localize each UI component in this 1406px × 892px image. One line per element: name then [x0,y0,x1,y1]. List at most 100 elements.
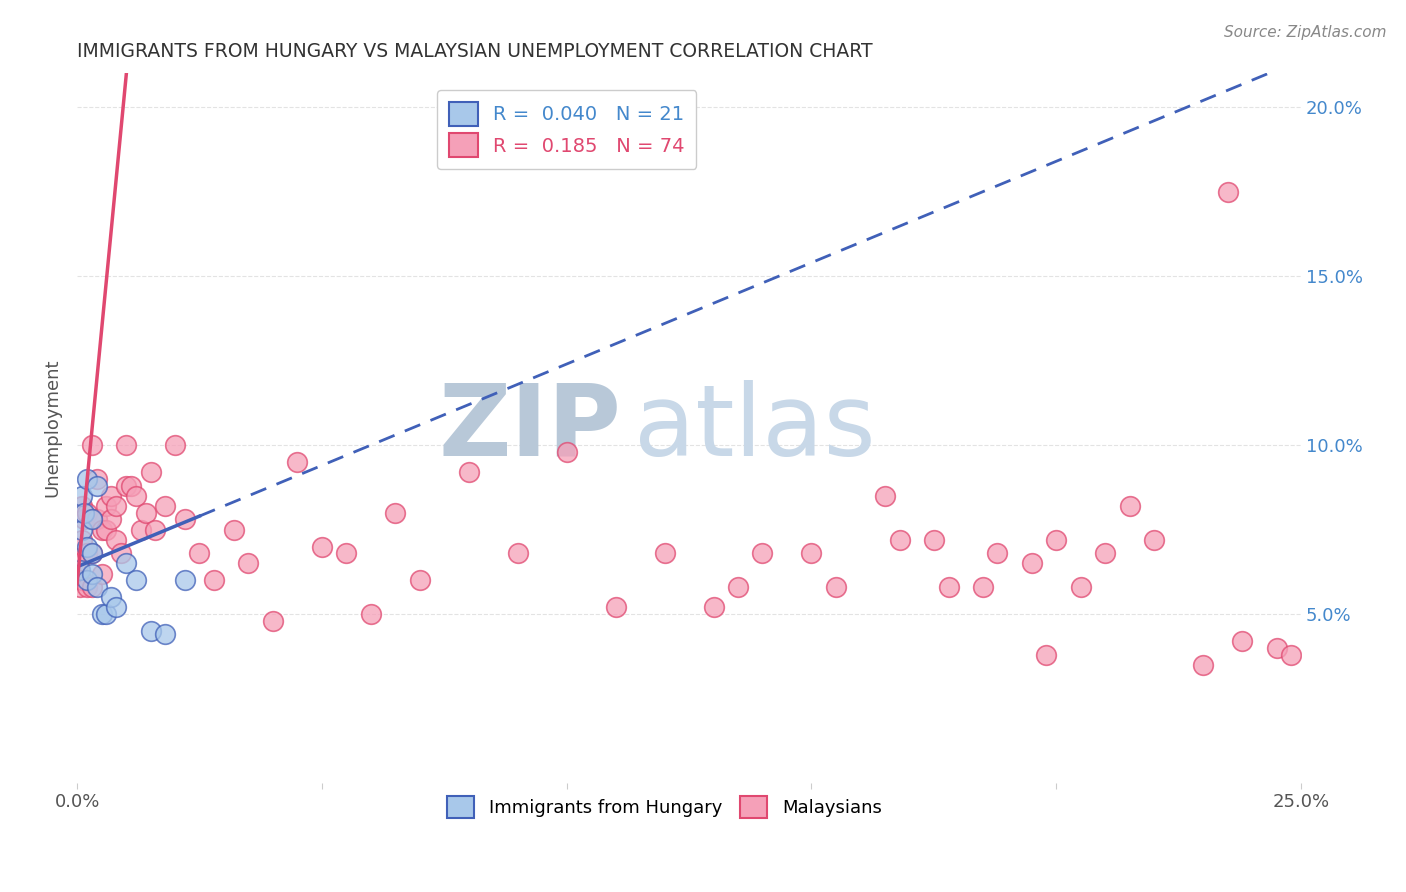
Point [80,546,103,560]
Point [67,557,90,571]
Point [110,546,132,560]
Point [125,574,148,588]
Point [139,465,162,479]
Point [100,512,122,526]
Point [70,533,93,547]
Point [409,574,432,588]
Point [69,563,91,577]
Point [86,472,108,486]
Point [76,580,98,594]
Point [96,607,118,621]
Point [384,506,406,520]
Point [202,574,225,588]
Point [173,574,195,588]
Point [80,580,103,594]
Point [287,455,309,469]
Point [335,546,357,560]
Point [145,523,167,537]
Point [1216,185,1239,199]
Point [1094,546,1116,560]
Point [80,512,103,526]
Point [90,566,112,581]
Legend: Immigrants from Hungary, Malaysians: Immigrants from Hungary, Malaysians [440,789,889,825]
Point [76,472,98,486]
Point [889,533,911,547]
Point [86,478,108,492]
Text: atlas: atlas [634,380,876,476]
Point [76,546,98,560]
Point [80,546,103,560]
Point [1035,648,1057,662]
Point [115,438,138,452]
Point [86,580,108,594]
Point [86,512,108,526]
Point [105,499,128,513]
Point [73,506,96,520]
Point [922,533,945,547]
Point [155,627,177,641]
Point [825,580,848,594]
Point [938,580,960,594]
Point [70,489,93,503]
Point [262,614,284,628]
Point [80,566,103,581]
Point [457,465,479,479]
Point [76,540,98,554]
Point [972,580,994,594]
Point [105,533,128,547]
Point [1265,640,1288,655]
Point [605,600,627,615]
Point [125,489,148,503]
Point [986,546,1008,560]
Point [1070,580,1092,594]
Point [100,489,122,503]
Point [1143,533,1166,547]
Point [873,489,896,503]
Point [96,499,118,513]
Point [311,540,333,554]
Point [163,438,186,452]
Point [135,506,157,520]
Point [1232,634,1254,648]
Point [105,600,128,615]
Point [73,512,96,526]
Point [76,574,98,588]
Point [155,499,177,513]
Point [506,546,529,560]
Point [188,546,211,560]
Point [751,546,773,560]
Point [238,557,260,571]
Point [555,445,578,459]
Point [76,506,98,520]
Point [727,580,749,594]
Text: IMMIGRANTS FROM HUNGARY VS MALAYSIAN UNEMPLOYMENT CORRELATION CHART: IMMIGRANTS FROM HUNGARY VS MALAYSIAN UNE… [77,42,873,61]
Point [654,546,676,560]
Point [70,499,93,513]
Y-axis label: Unemployment: Unemployment [44,359,60,498]
Point [70,574,93,588]
Point [1045,533,1067,547]
Point [702,600,724,615]
Point [80,438,103,452]
Point [80,512,103,526]
Point [115,478,138,492]
Point [1118,499,1140,513]
Point [1021,557,1043,571]
Point [100,591,122,605]
Point [800,546,823,560]
Point [70,523,93,537]
Point [222,523,245,537]
Point [1192,657,1215,672]
Point [173,512,195,526]
Point [69,580,91,594]
Point [96,523,118,537]
Text: ZIP: ZIP [439,380,621,476]
Point [90,607,112,621]
Point [139,624,162,638]
Point [360,607,382,621]
Point [90,523,112,537]
Point [115,557,138,571]
Point [120,478,142,492]
Text: Source: ZipAtlas.com: Source: ZipAtlas.com [1223,25,1386,40]
Point [1279,648,1302,662]
